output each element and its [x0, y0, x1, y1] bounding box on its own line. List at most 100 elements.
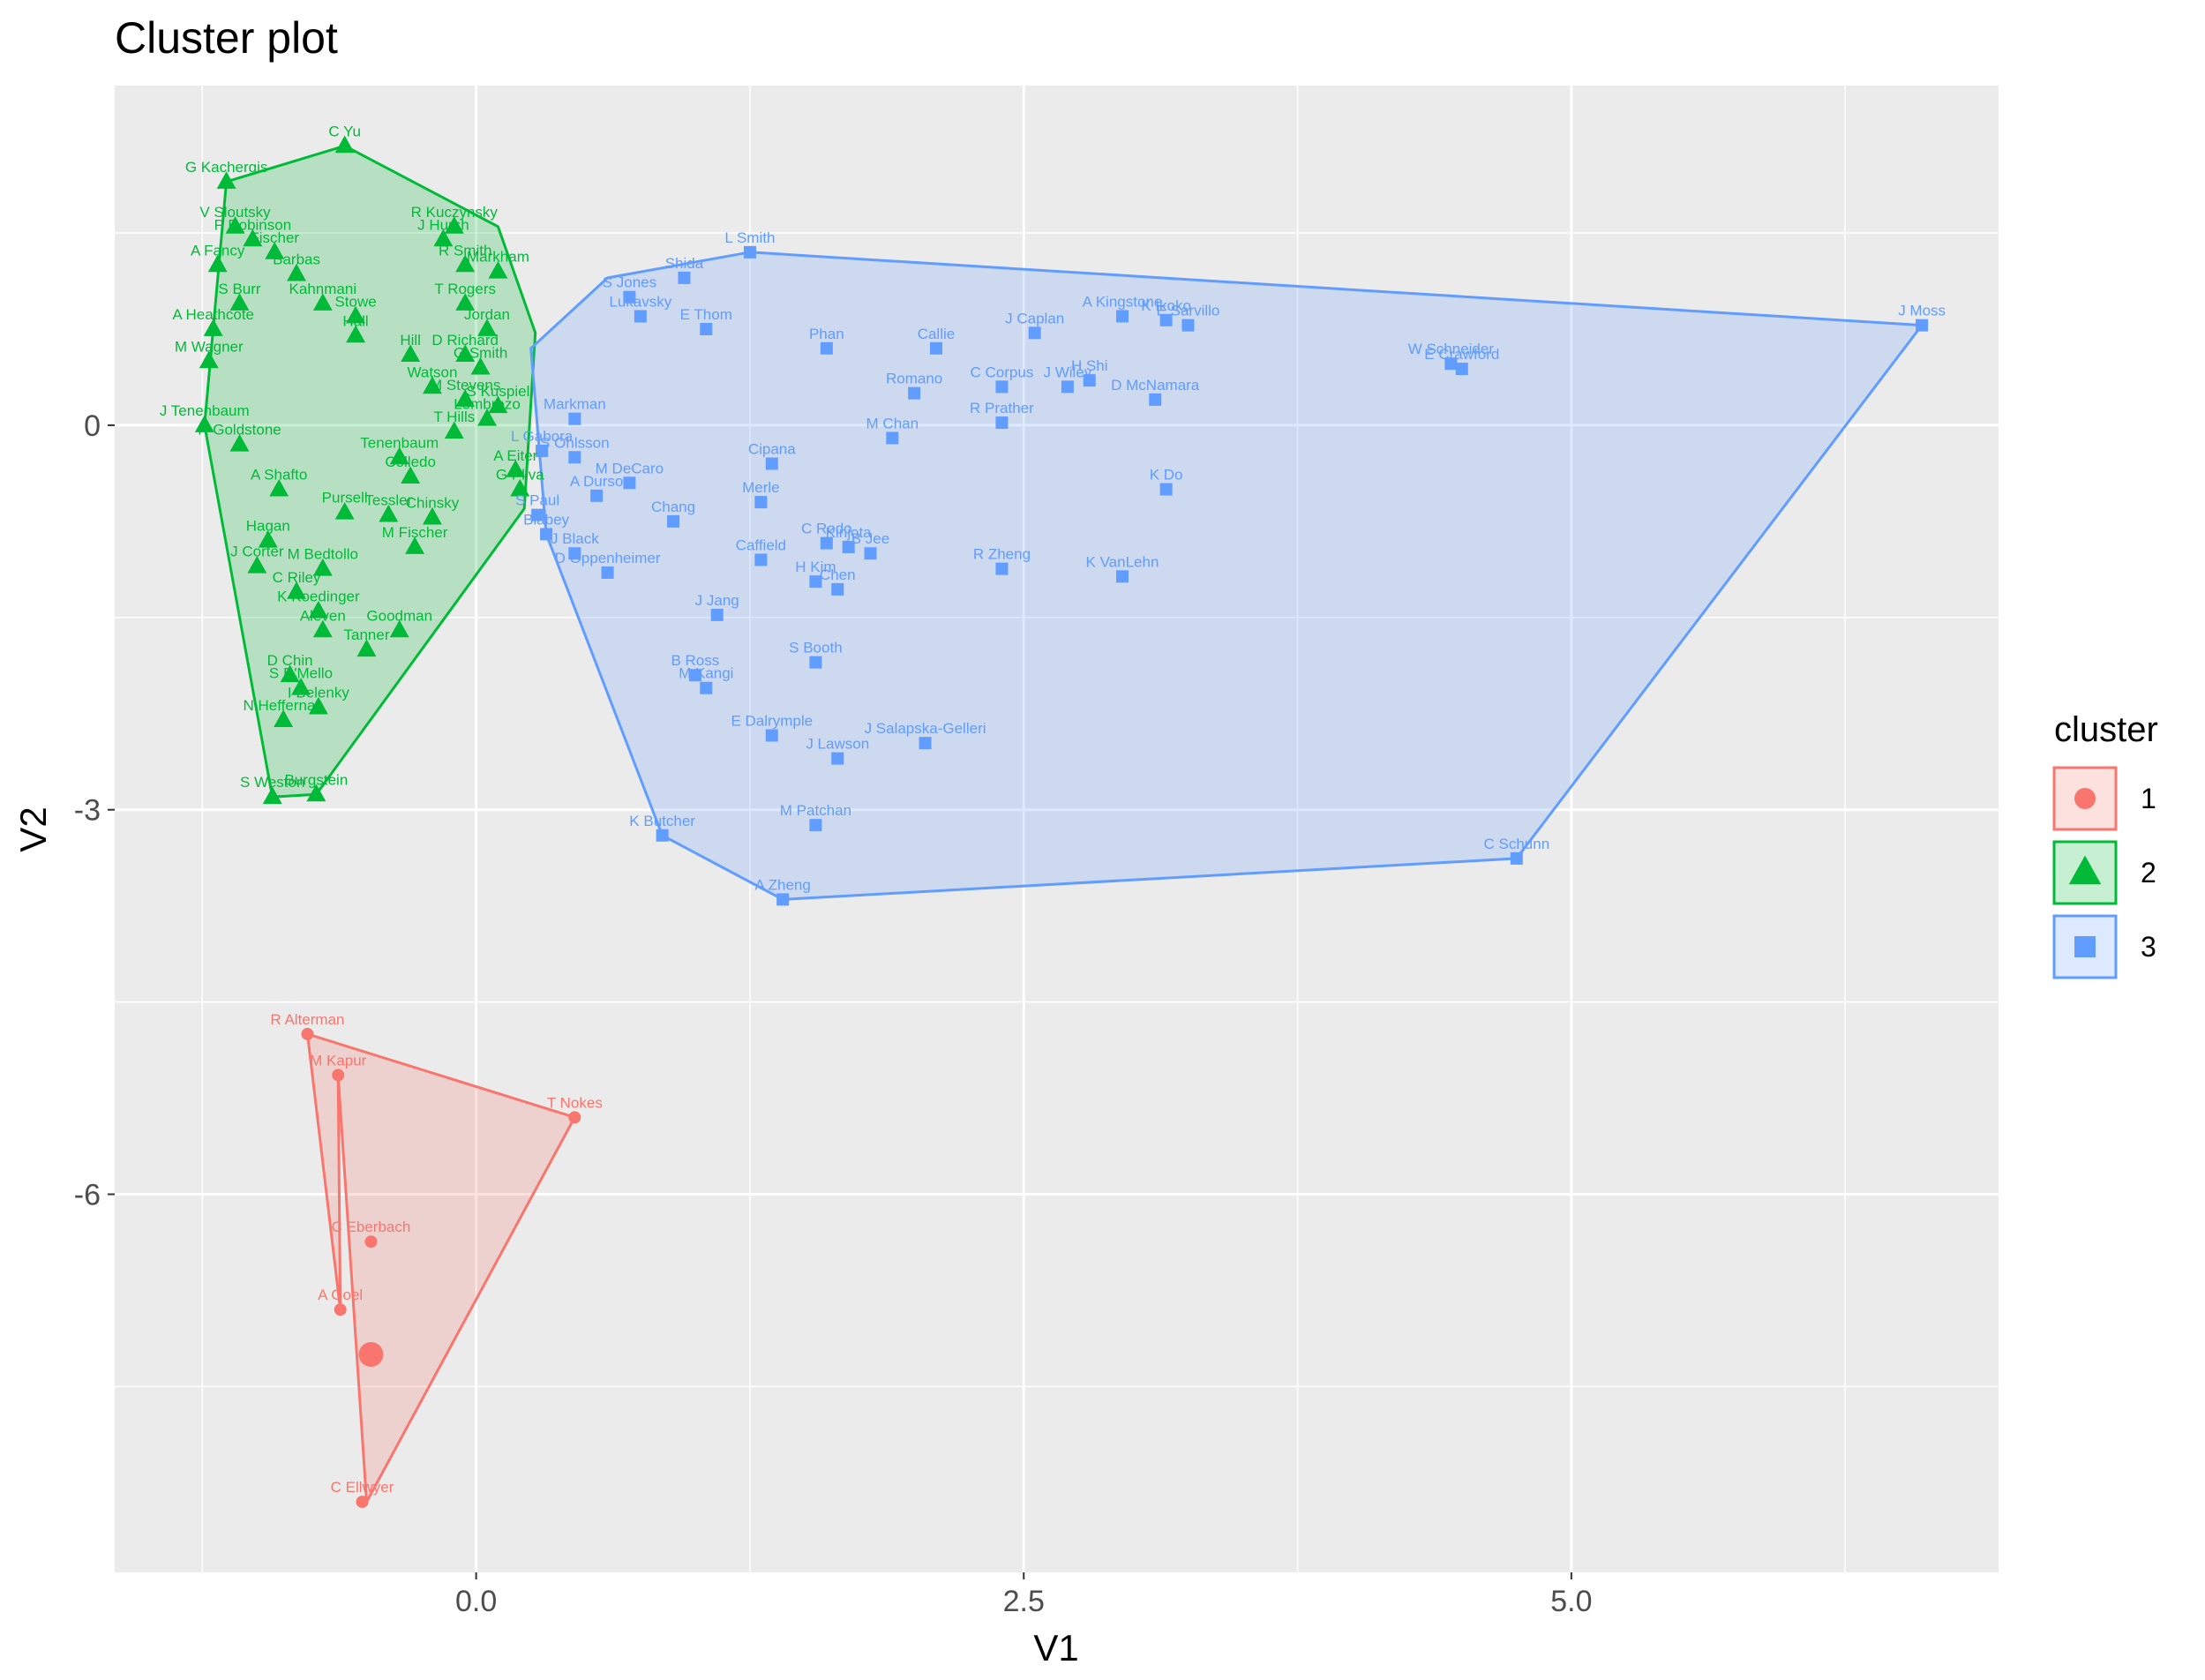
point-label: Tenenbaum: [360, 434, 439, 451]
data-point: [423, 376, 442, 394]
point-label: B Jee: [851, 530, 889, 547]
point-label: J Hursh: [417, 216, 469, 233]
data-point: [1061, 380, 1074, 394]
data-point: [765, 729, 778, 742]
data-point: [1159, 313, 1173, 326]
point-label: J Tenenbaum: [160, 402, 250, 419]
point-label: L Gabora: [511, 428, 574, 445]
data-point: [710, 608, 724, 621]
point-label: C Eberbach: [332, 1219, 411, 1235]
data-point: [332, 1069, 345, 1082]
point-label: Burgstein: [284, 771, 348, 788]
data-point: [401, 344, 421, 362]
point-label: A Shafto: [251, 467, 307, 484]
point-label: M Wagner: [175, 338, 244, 355]
point-label: Romano: [886, 371, 942, 387]
point-label: T Hills: [433, 409, 475, 425]
data-point: [540, 528, 553, 541]
data-point: [346, 325, 366, 343]
data-point: [389, 446, 409, 465]
data-point: [1149, 393, 1162, 406]
data-point: [203, 319, 223, 336]
data-point: [334, 135, 355, 154]
point-label: S Jones: [603, 274, 656, 291]
point-label: S Kuspiel: [467, 383, 530, 400]
point-label: Colledo: [385, 454, 436, 470]
x-tick-label: 0.0: [455, 1585, 497, 1618]
point-label: L Smith: [724, 229, 775, 246]
data-point: [568, 1111, 581, 1124]
point-label: R Alterman: [270, 1011, 344, 1028]
data-point: [262, 786, 282, 805]
point-label: Lombrozo: [454, 396, 521, 413]
point-label: K VanLehn: [1086, 553, 1159, 570]
data-point: [995, 380, 1009, 394]
data-point: [258, 529, 278, 548]
data-point: [678, 271, 691, 284]
point-label: Watson: [407, 364, 457, 380]
legend-label: 2: [2141, 857, 2156, 889]
data-point: [1181, 319, 1195, 332]
point-label: A Durso: [570, 473, 623, 490]
legend-key-marker: [2074, 788, 2096, 809]
point-label: G Kachergis: [185, 159, 268, 176]
data-point: [1115, 570, 1129, 583]
point-label: M Bedtollo: [288, 546, 358, 563]
data-point: [754, 553, 768, 566]
data-point: [433, 229, 454, 247]
data-point: [301, 1027, 314, 1040]
data-point: [1510, 851, 1523, 865]
data-point: [423, 506, 442, 525]
data-point: [809, 656, 822, 669]
point-label: E Dalrymple: [731, 712, 813, 729]
point-label: G Pliva: [496, 467, 544, 484]
data-point: [312, 619, 333, 638]
point-label: Merle: [742, 479, 780, 496]
point-labels: R Alterman M Kapur T Nokes C Eberbach A Goel…: [160, 123, 1946, 1496]
point-label: E Crawford: [1424, 346, 1499, 363]
point-label: J Wiley: [1044, 364, 1092, 380]
x-axis-ticks: 0.0 2.5 5.0: [455, 1572, 1593, 1618]
data-point: [1916, 319, 1929, 332]
data-point: [929, 341, 942, 355]
point-label: S Burr: [218, 281, 261, 297]
point-label: H Kim: [795, 559, 836, 575]
data-point: [1115, 310, 1129, 323]
point-label: S Booth: [789, 640, 843, 656]
x-tick-label: 2.5: [1003, 1585, 1045, 1618]
data-point: [488, 260, 508, 279]
point-label: E Sarvillo: [1157, 303, 1220, 319]
point-label: N Heffernan: [243, 697, 323, 714]
point-label: Goodman: [366, 607, 432, 624]
data-point: [405, 536, 425, 554]
point-label: C Schunn: [1484, 836, 1550, 852]
data-point: [364, 1235, 378, 1249]
data-point: [809, 575, 822, 589]
point-label: S D'Mello: [269, 665, 333, 682]
data-point: [389, 619, 409, 638]
data-point: [1444, 357, 1458, 371]
point-label: I Belenky: [288, 685, 349, 701]
point-label: Cipana: [748, 441, 796, 458]
point-label: R Kuczynsky: [411, 204, 499, 221]
data-point: [568, 547, 581, 560]
data-point: [820, 536, 833, 550]
point-label: Chang: [651, 499, 695, 515]
data-point: [864, 547, 877, 560]
data-point: [488, 395, 508, 414]
point-label: M Patchan: [780, 802, 851, 819]
data-point: [287, 263, 307, 281]
data-point: [809, 819, 822, 832]
data-point: [831, 752, 844, 765]
data-point: [623, 290, 636, 304]
data-point: [510, 478, 530, 497]
y-tick-label: -3: [74, 794, 101, 828]
point-label: Markham: [467, 249, 529, 266]
data-point: [995, 562, 1009, 575]
data-point: [401, 466, 421, 484]
point-label: J Salapska-Gelleri: [865, 720, 986, 737]
point-label: S Weston: [240, 774, 304, 791]
data-point: [667, 514, 680, 528]
point-label: Caffield: [736, 536, 786, 553]
